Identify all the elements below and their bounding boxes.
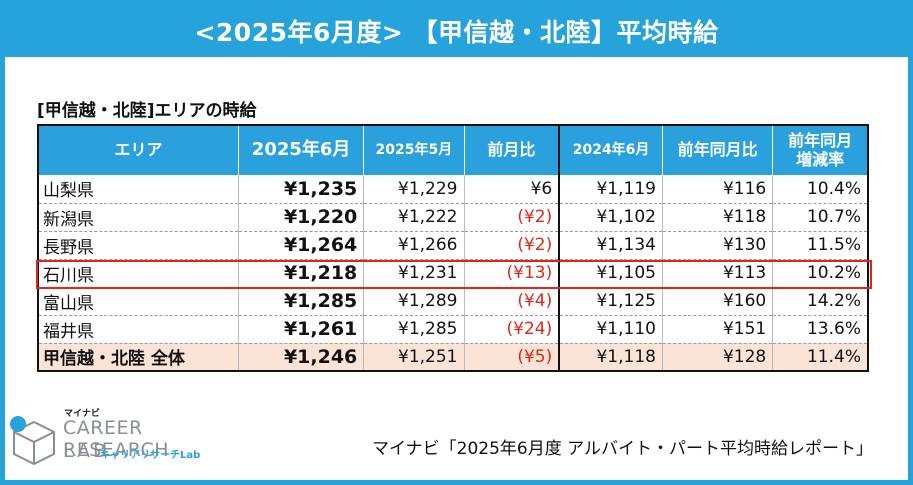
wage-table: エリア 2025年6月 2025年5月 前月比 2024年6月 前年同月比 前年… xyxy=(37,124,869,372)
header-jun2024: 2024年6月 xyxy=(559,125,663,175)
table-row: 新潟県 ¥1,220 ¥1,222 (¥2) ¥1,102 ¥118 10.7% xyxy=(38,203,869,232)
cell-may2025: ¥1,229 xyxy=(363,175,465,204)
table-row: 山梨県 ¥1,235 ¥1,229 ¥6 ¥1,119 ¥116 10.4% xyxy=(38,175,869,204)
cell-mom: ¥6 xyxy=(464,175,561,204)
cell-jun2024: ¥1,134 xyxy=(559,231,663,260)
cell-area: 長野県 xyxy=(38,231,239,260)
table-row: 福井県 ¥1,261 ¥1,285 (¥24) ¥1,110 ¥151 13.6% xyxy=(38,315,869,344)
source-citation: マイナビ「2025年6月度 アルバイト・パート平均時給レポート」 xyxy=(372,439,873,459)
cell-may2025: ¥1,231 xyxy=(363,259,465,288)
cell-may2025: ¥1,222 xyxy=(363,203,465,232)
cell-yoy-rate: 13.6% xyxy=(772,315,869,344)
cell-yoy-rate: 10.2% xyxy=(772,259,869,288)
cell-yoy: ¥113 xyxy=(662,259,774,288)
cell-jun2025: ¥1,220 xyxy=(238,203,365,232)
cell-jun2025: ¥1,235 xyxy=(238,175,365,204)
logo-text-line2: LAB xyxy=(63,440,110,462)
cell-yoy-rate: 11.5% xyxy=(772,231,869,260)
cell-yoy: ¥130 xyxy=(662,231,774,260)
header-yoy-rate: 前年同月 増減率 xyxy=(772,125,869,175)
cell-jun2025: ¥1,285 xyxy=(238,287,365,316)
career-research-lab-logo: マイナビ CAREER RESEARCH LAB キャリアリサーチLab xyxy=(8,406,228,468)
cell-area: 富山県 xyxy=(38,287,239,316)
cell-jun2025: ¥1,218 xyxy=(238,259,365,288)
table-total-row: 甲信越・北陸 全体 ¥1,246 ¥1,251 (¥5) ¥1,118 ¥128 11.4% xyxy=(38,343,869,372)
cell-yoy-rate: 10.7% xyxy=(772,203,869,232)
cell-jun2025: ¥1,264 xyxy=(238,231,365,260)
cell-jun2024: ¥1,119 xyxy=(559,175,663,204)
cell-yoy-rate: 14.2% xyxy=(772,287,869,316)
cell-jun2025: ¥1,261 xyxy=(238,315,365,344)
cell-mom: (¥24) xyxy=(464,315,561,344)
cell-jun2024: ¥1,105 xyxy=(559,259,663,288)
cell-yoy: ¥118 xyxy=(662,203,774,232)
cell-yoy: ¥116 xyxy=(662,175,774,204)
table-header-row: エリア 2025年6月 2025年5月 前月比 2024年6月 前年同月比 前年… xyxy=(38,125,869,175)
cell-may2025: ¥1,289 xyxy=(363,287,465,316)
table-row: 石川県 ¥1,218 ¥1,231 (¥13) ¥1,105 ¥113 10.2% xyxy=(38,259,869,288)
cell-jun2024: ¥1,118 xyxy=(559,343,663,372)
cell-jun2024: ¥1,102 xyxy=(559,203,663,232)
header-area: エリア xyxy=(38,125,239,175)
cell-mom: (¥13) xyxy=(464,259,561,288)
cell-may2025: ¥1,251 xyxy=(363,343,465,372)
header-yoy: 前年同月比 xyxy=(662,125,774,175)
cell-area: 福井県 xyxy=(38,315,239,344)
table-caption: [甲信越・北陸]エリアの時給 xyxy=(37,101,257,121)
cell-area: 山梨県 xyxy=(38,175,239,204)
cell-jun2025: ¥1,246 xyxy=(238,343,365,372)
cell-may2025: ¥1,266 xyxy=(363,231,465,260)
cell-yoy: ¥151 xyxy=(662,315,774,344)
table-row: 長野県 ¥1,264 ¥1,266 (¥2) ¥1,134 ¥130 11.5% xyxy=(38,231,869,260)
cell-jun2024: ¥1,110 xyxy=(559,315,663,344)
cell-yoy: ¥160 xyxy=(662,287,774,316)
logo-subtext: キャリアリサーチLab xyxy=(100,450,201,461)
cell-jun2024: ¥1,125 xyxy=(559,287,663,316)
cell-mom: (¥2) xyxy=(464,203,561,232)
cell-mom: (¥4) xyxy=(464,287,561,316)
header-may2025: 2025年5月 xyxy=(363,125,465,175)
table-row: 富山県 ¥1,285 ¥1,289 (¥4) ¥1,125 ¥160 14.2% xyxy=(38,287,869,316)
cell-area: 新潟県 xyxy=(38,203,239,232)
logo-brand-small: マイナビ xyxy=(64,409,100,419)
cell-yoy-rate: 11.4% xyxy=(772,343,869,372)
cell-area: 石川県 xyxy=(38,259,239,288)
page-title: <2025年6月度> 【甲信越・北陸】平均時給 xyxy=(5,5,908,57)
cube-logo-icon xyxy=(10,416,55,466)
cell-area: 甲信越・北陸 全体 xyxy=(38,343,239,372)
cell-mom: (¥5) xyxy=(464,343,561,372)
cell-mom: (¥2) xyxy=(464,231,561,260)
cell-yoy: ¥128 xyxy=(662,343,774,372)
cell-yoy-rate: 10.4% xyxy=(772,175,869,204)
header-jun2025: 2025年6月 xyxy=(238,125,365,175)
header-mom: 前月比 xyxy=(464,125,561,175)
cell-may2025: ¥1,285 xyxy=(363,315,465,344)
logo-text-line1: CAREER RESEARCH xyxy=(63,417,170,461)
